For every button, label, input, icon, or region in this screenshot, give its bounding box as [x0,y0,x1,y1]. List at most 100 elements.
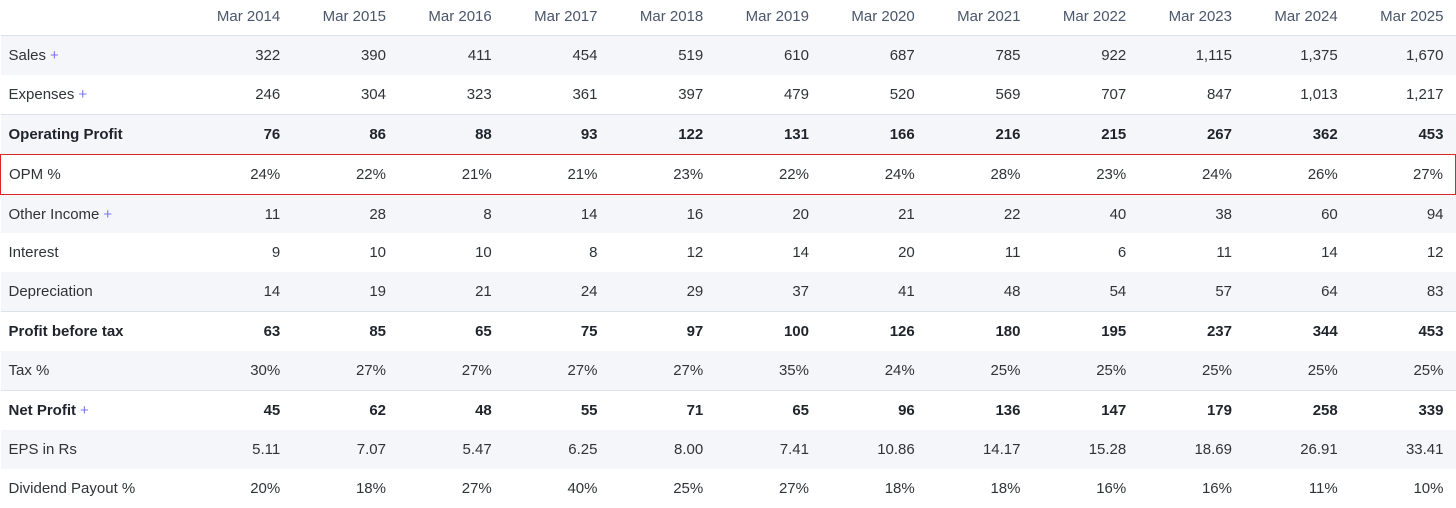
column-header-mar-2022: Mar 2022 [1032,0,1139,36]
cell-tax-mar-2022: 25% [1096,362,1127,380]
column-header-mar-2020: Mar 2020 [821,0,927,36]
cell-opm-mar-2019: 22% [715,153,821,195]
cell-eps-in-rs-mar-2022: 15.28 [1088,440,1127,458]
table-header: Mar 2014 Mar 2015 Mar 2016 Mar 2017 Mar 2018… [0,0,1456,36]
cell-other-income-mar-2022: 40 [1109,205,1127,223]
column-header-mar-2015: Mar 2015 [292,0,398,36]
cell-profit-before-tax-mar-2018: 97 [609,311,716,352]
cell-tax-mar-2015: 27% [355,362,386,380]
cell-dividend-payout-mar-2019: 27% [778,479,809,497]
cell-tax-mar-2014: 30% [250,362,281,380]
cell-profit-before-tax-mar-2020: 126 [821,311,927,352]
cell-sales-mar-2020: 687 [889,46,915,64]
cell-other-income-mar-2014: 11 [264,205,281,223]
cell-interest-mar-2014: 9 [271,244,281,262]
row-label-net-profit: Net Profit + [0,390,187,430]
cell-expenses-mar-2021: 569 [995,85,1021,103]
cell-expenses-mar-2014: 246 [255,85,281,103]
header-row: Mar 2014 Mar 2015 Mar 2016 Mar 2017 Mar 2018… [0,0,1456,36]
cell-tax-mar-2016: 27% [461,362,492,380]
cell-other-income-mar-2017: 14 [580,205,598,223]
cell-opm-mar-2020: 24% [821,153,927,195]
cell-operating-profit-mar-2018: 122 [609,113,716,155]
table-row-depreciation: Depreciation 14 19 21 24 29 37 41 48 54 57 64 83 [0,272,1456,312]
row-label-text: Dividend Payout % [8,479,136,497]
row-label-dividend-payout: Dividend Payout % [1,469,187,508]
expand-sales-button[interactable]: + [50,46,59,64]
row-label-text: Interest [8,244,59,262]
cell-depreciation-mar-2022: 54 [1109,283,1127,301]
cell-eps-in-rs-mar-2025: 33.41 [1405,440,1444,458]
cell-profit-before-tax-mar-2014: 63 [186,311,293,352]
cell-operating-profit-mar-2017: 93 [503,113,610,155]
cell-tax-mar-2023: 25% [1201,362,1232,380]
column-header-mar-2017: Mar 2017 [503,0,610,36]
cell-interest-mar-2021: 11 [1004,244,1021,262]
row-label-opm: OPM % [0,153,187,195]
cell-sales-mar-2015: 390 [360,46,386,64]
cell-dividend-payout-mar-2018: 25% [673,479,704,497]
expand-expenses-button[interactable]: + [78,85,88,103]
cell-sales-mar-2014: 322 [255,46,281,64]
column-header-mar-2023: Mar 2023 [1138,0,1244,36]
table-row-dividend-payout: Dividend Payout % 20% 18% 27% 40% 25% 27% 18% 18… [1,469,1456,508]
cell-opm-mar-2015: 22% [292,153,398,195]
cell-operating-profit-mar-2014: 76 [186,113,293,155]
cell-dividend-payout-mar-2017: 40% [567,479,598,497]
column-header-mar-2021: Mar 2021 [926,0,1033,36]
table-row-sales: Sales +322 390 411 454 519 610 687 785 922 1,115 1,… [0,35,1456,75]
expand-net-profit-button[interactable]: + [80,401,89,419]
cell-eps-in-rs-mar-2015: 7.07 [356,440,386,458]
row-label-depreciation: Depreciation [1,272,187,311]
cell-dividend-payout-mar-2014: 20% [250,479,281,497]
cell-opm-mar-2014: 24% [186,153,293,195]
cell-net-profit-mar-2015: 62 [292,390,398,430]
cell-sales-mar-2024: 1,375 [1300,46,1338,64]
cell-depreciation-mar-2015: 19 [369,283,386,301]
cell-eps-in-rs-mar-2020: 10.86 [877,440,915,458]
row-label-text: OPM % [9,165,61,183]
cell-expenses-mar-2022: 707 [1101,85,1127,103]
cell-net-profit-mar-2024: 258 [1244,390,1350,430]
cell-sales-mar-2023: 1,115 [1195,46,1232,64]
cell-profit-before-tax-mar-2025: 453 [1349,311,1456,352]
cell-expenses-mar-2020: 520 [889,85,915,103]
cell-eps-in-rs-mar-2021: 14.17 [982,440,1021,458]
cell-other-income-mar-2023: 38 [1215,205,1232,223]
cell-tax-mar-2025: 25% [1413,362,1444,380]
cell-opm-mar-2017: 21% [503,153,610,195]
cell-sales-mar-2019: 610 [783,46,809,64]
cell-depreciation-mar-2021: 48 [1003,283,1021,301]
row-label-text: Net Profit [8,401,77,419]
cell-tax-mar-2020: 24% [884,362,915,380]
cell-opm-mar-2024: 26% [1244,153,1350,195]
row-label-expenses: Expenses + [1,75,187,114]
cell-expenses-mar-2016: 323 [466,85,492,103]
cell-expenses-mar-2025: 1,217 [1405,85,1444,103]
expand-other-income-button[interactable]: + [103,205,113,223]
table-row-interest: Interest 9 10 10 8 12 14 20 11 6 11 14 12 [1,233,1456,272]
table-body: Sales +322 390 411 454 519 610 687 785 922 1,115 1,… [0,35,1456,508]
cell-sales-mar-2025: 1,670 [1405,46,1444,64]
cell-other-income-mar-2025: 94 [1426,205,1444,223]
cell-net-profit-mar-2025: 339 [1349,390,1456,430]
cell-opm-mar-2025: 27% [1349,153,1456,195]
cell-dividend-payout-mar-2022: 16% [1096,479,1127,497]
cell-opm-mar-2018: 23% [609,153,716,195]
cell-depreciation-mar-2019: 37 [792,283,809,301]
cell-tax-mar-2018: 27% [673,362,704,380]
cell-expenses-mar-2024: 1,013 [1300,85,1338,103]
cell-operating-profit-mar-2022: 215 [1032,113,1139,155]
cell-dividend-payout-mar-2021: 18% [990,479,1021,497]
cell-net-profit-mar-2016: 48 [398,390,504,430]
cell-interest-mar-2025: 12 [1426,244,1444,262]
cell-opm-mar-2016: 21% [398,153,504,195]
cell-net-profit-mar-2020: 96 [821,390,927,430]
cell-operating-profit-mar-2015: 86 [292,113,398,155]
cell-tax-mar-2019: 35% [778,362,809,380]
cell-expenses-mar-2019: 479 [783,85,809,103]
cell-expenses-mar-2017: 361 [572,85,598,103]
cell-net-profit-mar-2023: 179 [1138,390,1244,430]
cell-interest-mar-2022: 6 [1117,244,1127,262]
table-row-tax: Tax % 30% 27% 27% 27% 27% 35% 24% 25% 25% 25% 25% 25… [0,351,1456,391]
